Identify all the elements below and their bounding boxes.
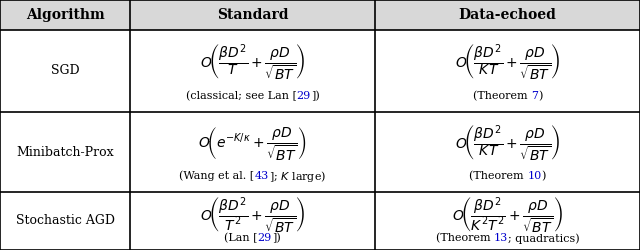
Text: $O\!\left(\dfrac{\beta D^2}{K^2T^2}+\dfrac{\rho D}{\sqrt{BT}}\right)$: $O\!\left(\dfrac{\beta D^2}{K^2T^2}+\dfr… (452, 195, 563, 235)
Text: (Lan [: (Lan [ (224, 233, 258, 243)
Text: $O\!\left(\dfrac{\beta D^2}{T^2}+\dfrac{\rho D}{\sqrt{BT}}\right)$: $O\!\left(\dfrac{\beta D^2}{T^2}+\dfrac{… (200, 195, 305, 235)
Text: (Wang et al. [: (Wang et al. [ (179, 171, 254, 181)
Text: ]): ]) (272, 233, 281, 243)
Text: 13: 13 (493, 234, 508, 243)
Text: ; quadratics): ; quadratics) (508, 233, 579, 244)
Text: ): ) (541, 171, 546, 181)
Text: Minibatch-Prox: Minibatch-Prox (16, 146, 114, 158)
Text: 7: 7 (531, 90, 538, 101)
Bar (0, 0, 640, 30)
Text: $O\!\left(e^{-K/\kappa}+\dfrac{\rho D}{\sqrt{BT}}\right)$: $O\!\left(e^{-K/\kappa}+\dfrac{\rho D}{\… (198, 126, 307, 162)
Text: (Theorem: (Theorem (435, 233, 493, 243)
Text: (Theorem: (Theorem (469, 171, 527, 181)
Text: (Theorem: (Theorem (473, 90, 531, 101)
Text: Standard: Standard (217, 8, 288, 22)
Text: $O\!\left(\dfrac{\beta D^2}{T}+\dfrac{\rho D}{\sqrt{BT}}\right)$: $O\!\left(\dfrac{\beta D^2}{T}+\dfrac{\r… (200, 42, 305, 83)
Text: $O\!\left(\dfrac{\beta D^2}{KT}+\dfrac{\rho D}{\sqrt{BT}}\right)$: $O\!\left(\dfrac{\beta D^2}{KT}+\dfrac{\… (454, 42, 560, 83)
Text: Algorithm: Algorithm (26, 8, 104, 22)
Text: (classical; see Lan [: (classical; see Lan [ (186, 90, 296, 101)
Text: ]; $K$ large): ]; $K$ large) (269, 168, 326, 184)
Text: ): ) (538, 90, 542, 101)
Text: Data-echoed: Data-echoed (459, 8, 556, 22)
Text: SGD: SGD (51, 64, 79, 78)
Text: $O\!\left(\dfrac{\beta D^2}{KT}+\dfrac{\rho D}{\sqrt{BT}}\right)$: $O\!\left(\dfrac{\beta D^2}{KT}+\dfrac{\… (454, 124, 560, 164)
Text: Stochastic AGD: Stochastic AGD (15, 214, 115, 228)
Text: 29: 29 (258, 234, 272, 243)
Text: 29: 29 (296, 90, 310, 101)
Text: 10: 10 (527, 171, 541, 181)
Text: 43: 43 (254, 171, 269, 181)
Text: ]): ]) (310, 90, 319, 101)
